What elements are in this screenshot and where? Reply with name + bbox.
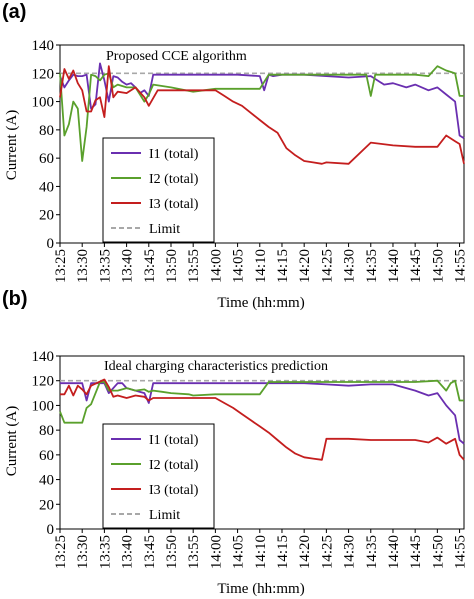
panel-a-series (59, 62, 465, 165)
panel-b-legend-label: Limit (149, 508, 180, 523)
panel-a-y-tick-label: 140 (32, 38, 55, 54)
panel-a-x-tick-label: 14:35 (364, 249, 380, 283)
panel-b-legend-label: I3 (total) (149, 483, 199, 498)
panel-b-plot-frame (59, 355, 465, 530)
panel-b-legend-box (102, 423, 215, 529)
panel-b-y-tick-label: 120 (32, 374, 55, 390)
panel-a-x-tick-label: 14:00 (208, 249, 224, 283)
panel-a-legend-label: Limit (149, 222, 180, 237)
panel-b-y-tick-label: 40 (39, 473, 54, 489)
panel-a-y-tick-label: 120 (32, 66, 55, 82)
panel-a-y-tick-label: 60 (39, 151, 54, 167)
panel-a-legend-label: I3 (total) (149, 197, 199, 212)
panel-b-series-i2-line (59, 379, 464, 424)
panel-a-x-tick-label: 14:40 (386, 249, 402, 283)
panel-b-series (59, 378, 465, 461)
panel-b-y-tick-label: 20 (39, 497, 54, 513)
panel-b: (b) Current (A) Time (hh:mm) Ideal charg… (2, 288, 469, 597)
panel-b-x-tick-label: 14:45 (408, 535, 424, 569)
panel-b-legend-label: I2 (total) (149, 458, 199, 473)
panel-b-y-tick-label: 60 (39, 448, 54, 464)
panel-b-x-tick-label: 14:55 (453, 535, 469, 569)
panel-b-x-tick-label: 14:05 (231, 535, 247, 569)
panel-b-label: (b) (2, 288, 28, 310)
panel-b-x-tick-label: 13:40 (120, 535, 136, 569)
panel-b-x-tick-label: 14:20 (297, 535, 313, 569)
panel-a-y-axis-title: Current (A) (4, 110, 20, 180)
panel-a-x-tick-label: 14:45 (408, 249, 424, 283)
panel-b-y-tick-label: 140 (32, 349, 55, 365)
panel-a-x-tick-label: 13:50 (164, 249, 180, 283)
panel-a-annotation: Proposed CCE algorithm (106, 49, 247, 64)
panel-b-annotation: Ideal charging characteristics predictio… (104, 359, 328, 374)
panel-b-x-tick-label: 14:00 (208, 535, 224, 569)
panel-a-x-tick-label: 13:30 (75, 249, 91, 283)
panel-a-legend-label: I2 (total) (149, 172, 199, 187)
panel-a-x-tick-label: 13:25 (53, 249, 69, 283)
panel-a-y-tick-label: 0 (47, 236, 55, 252)
panel-a-x-tick-label: 14:15 (275, 249, 291, 283)
panel-b-x-axis-title: Time (hh:mm) (217, 581, 304, 597)
panel-a-series-i3-line (59, 65, 465, 165)
panel-b-legend: I1 (total) I2 (total) I3 (total) Limit (102, 423, 215, 529)
panel-b-x-tick-label: 14:50 (430, 535, 446, 569)
panel-a-x-tick-label: 14:20 (297, 249, 313, 283)
panel-b-x-tick-label: 13:50 (164, 535, 180, 569)
panel-b-x-tick-label: 13:55 (186, 535, 202, 569)
panel-b-series-i3-line (60, 378, 465, 461)
panel-a-legend: I1 (total) I2 (total) I3 (total) Limit (102, 137, 215, 243)
panel-a-x-tick-label: 13:55 (186, 249, 202, 283)
panel-a-x-axis-title: Time (hh:mm) (217, 295, 304, 311)
panel-b-x-tick-label: 13:45 (142, 535, 158, 569)
panel-b-x-tick-label: 13:30 (75, 535, 91, 569)
panel-b-y-axis-title: Current (A) (4, 406, 20, 476)
panel-b-x-tick-label: 14:25 (319, 535, 335, 569)
panel-b-axes: 0 20 40 60 80 100 120 140 13:25 13:30 13:35 13:40 13… (32, 349, 469, 569)
panel-b-y-tick-label: 100 (32, 398, 55, 414)
panel-b-y-tick-label: 80 (39, 423, 54, 439)
panel-a-y-tick-label: 100 (32, 95, 55, 111)
panel-b-y-tick-label: 0 (47, 522, 55, 538)
panel-b-x-tick-label: 14:10 (253, 535, 269, 569)
panel-a-label: (a) (2, 1, 26, 23)
panel-a-x-tick-label: 13:45 (142, 249, 158, 283)
panel-b-legend-label: I1 (total) (149, 433, 199, 448)
panel-a-x-tick-label: 13:40 (120, 249, 136, 283)
panel-a-axes: 0 20 40 60 80 100 120 140 13:25 13:30 13:35 13:40 13… (32, 38, 469, 283)
panel-b-x-tick-label: 13:25 (53, 535, 69, 569)
panel-a-x-tick-label: 14:25 (319, 249, 335, 283)
panel-a-x-tick-label: 14:05 (231, 249, 247, 283)
panel-a-x-tick-label: 14:10 (253, 249, 269, 283)
panel-a-y-tick-label: 80 (39, 123, 54, 139)
panel-b-x-tick-label: 14:15 (275, 535, 291, 569)
panel-a-x-tick-label: 14:50 (430, 249, 446, 283)
panel-a-y-tick-label: 20 (39, 208, 54, 224)
panel-a-legend-label: I1 (total) (149, 147, 199, 162)
panel-a: (a) Current (A) Time (hh:mm) Proposed CC… (2, 1, 469, 311)
panel-b-x-tick-label: 14:30 (342, 535, 358, 569)
panel-b-x-tick-label: 14:40 (386, 535, 402, 569)
panel-a-y-tick-label: 40 (39, 179, 54, 195)
panel-a-series-i2-line (59, 65, 464, 162)
panel-a-plot-frame (59, 44, 465, 244)
panel-b-series-i1-line (60, 382, 465, 445)
panel-b-x-tick-label: 13:35 (97, 535, 113, 569)
panel-b-x-tick-label: 14:35 (364, 535, 380, 569)
panel-a-x-tick-label: 13:35 (97, 249, 113, 283)
panel-a-legend-box (102, 137, 215, 243)
panel-a-x-tick-label: 14:55 (453, 249, 469, 283)
panel-a-x-tick-label: 14:30 (342, 249, 358, 283)
